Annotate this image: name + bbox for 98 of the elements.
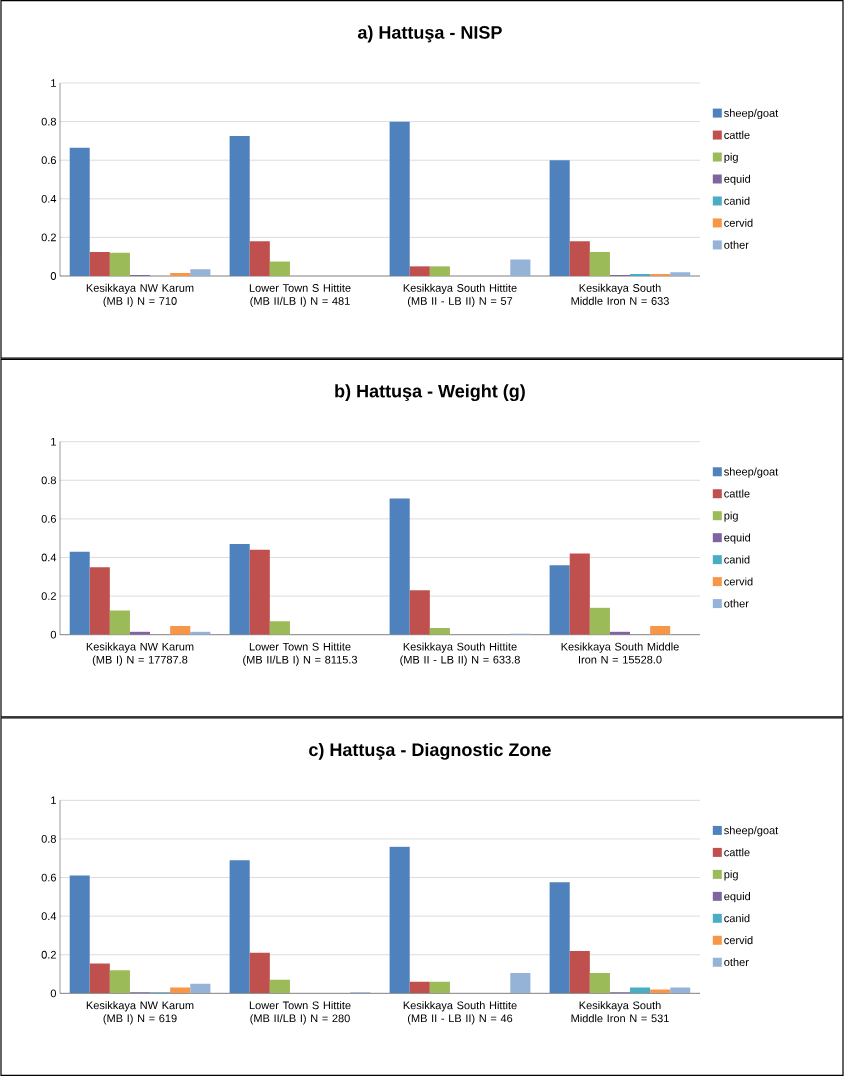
legend-label: cattle — [724, 848, 750, 857]
bar — [69, 147, 90, 276]
legend-label: canid — [724, 914, 750, 923]
bar — [670, 272, 691, 276]
x-tick-label: Kesikkaya NW Karum (MB I) N = 17787.8 — [86, 642, 194, 666]
x-tick-label: Kesikkaya South Middle Iron N = 633 — [571, 283, 669, 305]
bar — [249, 549, 270, 635]
legend-label: cattle — [724, 130, 750, 139]
chart-title: c) Hattuşa - Diagnostic Zone — [309, 742, 551, 760]
legend-label: cervid — [724, 218, 753, 227]
bar — [389, 846, 410, 994]
x-tick-label: Kesikkaya South Middle Iron N = 531 — [571, 1001, 669, 1023]
chart-title: b) Hattuşa - Weight (g) — [335, 384, 525, 402]
bar — [109, 252, 130, 276]
x-tick-label: Lower Town S Hittite (MB II/LB I) N = 280 — [249, 1001, 351, 1025]
x-tick-label: Kesikkaya NW Karum (MB I) N = 619 — [86, 1001, 194, 1025]
bar — [650, 989, 671, 994]
legend-label: equid — [724, 174, 750, 186]
legend-label: other — [724, 240, 749, 249]
bar — [409, 590, 430, 635]
x-tick-label: Kesikkaya South Hittite (MB II - LB II) N = 46 — [403, 1001, 517, 1025]
y-tick-label: 0.4 — [41, 553, 57, 562]
y-tick-label: 0.6 — [41, 873, 56, 882]
bar — [229, 860, 250, 994]
x-tick-label: Lower Town S Hittite (MB II/LB I) N = 481 — [249, 283, 351, 308]
legend-label: cervid — [724, 577, 753, 586]
bar — [170, 273, 191, 276]
bar — [89, 963, 110, 994]
bar — [269, 979, 290, 994]
chart-title: a) Hattuşa - NISP — [357, 25, 502, 43]
bar — [510, 259, 531, 276]
y-tick-label: 1 — [51, 437, 56, 446]
bar — [109, 610, 130, 635]
y-tick-label: 0.4 — [41, 194, 57, 203]
bar — [429, 266, 450, 276]
bar — [549, 160, 570, 276]
legend-label: cattle — [724, 489, 750, 498]
legend-label: sheep/goat — [724, 108, 779, 120]
bar — [190, 269, 211, 276]
y-tick-label: 1 — [51, 796, 56, 805]
bar — [569, 950, 590, 994]
bar — [549, 565, 570, 635]
y-tick-label: 0.4 — [41, 912, 57, 921]
legend-label: pig — [724, 152, 738, 164]
bar — [89, 567, 110, 635]
y-tick-label: 0 — [50, 630, 57, 639]
bar — [650, 625, 671, 635]
bar — [269, 261, 290, 276]
bar — [249, 241, 270, 276]
x-tick-label: Lower Town S Hittite (MB II/LB I) N = 8115.3 — [243, 642, 358, 666]
legend-label: sheep/goat — [724, 826, 779, 837]
bar — [109, 970, 130, 994]
y-tick-label: 0 — [50, 989, 57, 998]
bar — [569, 553, 590, 635]
bar — [190, 983, 211, 994]
bar — [389, 498, 410, 635]
bar — [549, 882, 570, 994]
x-tick-label: Kesikkaya South Hittite (MB II - LB II) N = 57 — [403, 283, 517, 308]
y-tick-label: 0.8 — [41, 835, 56, 843]
bar — [589, 973, 610, 994]
legend-label: other — [724, 958, 749, 967]
bar — [409, 981, 430, 994]
legend-label: other — [724, 599, 749, 608]
x-tick-label: Kesikkaya NW Karum (MB I) N = 710 — [86, 283, 194, 308]
y-tick-label: 0.2 — [41, 950, 56, 959]
bar — [589, 607, 610, 635]
bar — [510, 973, 531, 994]
y-tick-label: 0.2 — [41, 592, 56, 600]
x-tick-label: Kesikkaya South Middle Iron N = 15528.0 — [561, 642, 679, 664]
y-tick-label: 0 — [50, 272, 57, 280]
bar — [229, 543, 250, 635]
bar — [170, 625, 191, 635]
bar — [249, 952, 270, 994]
legend-label: equid — [724, 892, 750, 903]
bar — [569, 241, 590, 276]
legend-label: sheep/goat — [724, 467, 779, 478]
bar — [269, 621, 290, 635]
y-tick-label: 0.8 — [41, 117, 56, 126]
y-tick-label: 0.6 — [41, 156, 56, 165]
y-tick-label: 0.6 — [41, 514, 56, 523]
x-tick-label: Kesikkaya South Hittite (MB II - LB II) N = 633.8 — [400, 642, 520, 666]
y-tick-label: 0.8 — [41, 476, 56, 485]
legend-label: pig — [724, 870, 738, 881]
legend-label: canid — [724, 555, 750, 564]
bar — [69, 875, 90, 994]
y-tick-label: 0.2 — [41, 233, 56, 242]
y-tick-label: 1 — [51, 79, 56, 87]
legend-label: canid — [724, 196, 750, 205]
bar — [69, 551, 90, 635]
legend-label: cervid — [724, 936, 753, 945]
bar — [89, 251, 110, 276]
bar — [429, 981, 450, 994]
bar — [409, 266, 430, 276]
bar — [589, 251, 610, 276]
legend-label: equid — [724, 533, 750, 544]
bar — [229, 136, 250, 276]
bar — [389, 121, 410, 276]
legend-label: pig — [724, 511, 738, 522]
